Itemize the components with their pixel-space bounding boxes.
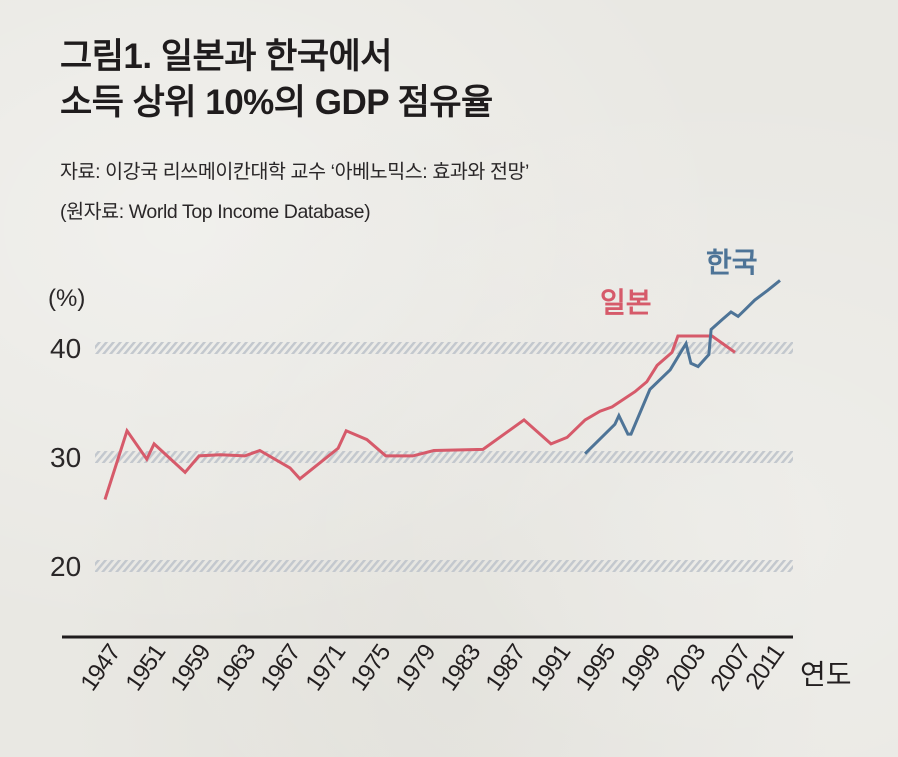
x-tick-label: 1971 (300, 639, 351, 695)
grid-bands (95, 342, 793, 572)
x-tick-label: 1983 (435, 639, 486, 695)
y-tick-label: 30 (50, 442, 81, 473)
x-tick-label: 2003 (660, 639, 711, 695)
x-tick-label: 1951 (120, 639, 171, 695)
grid-band-30 (95, 451, 793, 463)
source-note: 자료: 이강국 리쓰메이칸대학 교수 ‘아베노믹스: 효과와 전망’ (원자료:… (60, 152, 529, 232)
x-tick-label: 1967 (255, 639, 306, 695)
series-labels: 일본 한국 (600, 247, 758, 318)
y-tick-label: 40 (50, 333, 81, 364)
series-label-korea: 한국 (706, 247, 758, 278)
chart-title-line2: 소득 상위 10%의 GDP 점유율 (60, 83, 493, 122)
x-tick-label: 1987 (480, 639, 531, 695)
series-line-japan (103, 334, 736, 500)
x-tick-label: 1959 (165, 639, 216, 695)
x-tick-label: 1975 (345, 639, 396, 695)
x-tick-label: 1995 (570, 639, 621, 695)
x-tick-label: 1979 (390, 639, 441, 695)
grid-band-40 (95, 342, 793, 354)
x-tick-label: 1963 (210, 639, 261, 695)
y-axis-unit-label: (%) (48, 285, 86, 312)
grid-band-20 (95, 560, 793, 572)
x-axis-unit-label: 연도 (800, 659, 852, 690)
x-tick-label: 1991 (525, 639, 576, 695)
series-label-japan: 일본 (600, 287, 652, 318)
series-lines (103, 279, 781, 500)
x-tick-label: 1947 (75, 639, 126, 695)
chart-title: 그림1. 일본과 한국에서 소득 상위 10%의 GDP 점유율 (60, 34, 493, 126)
x-tick-label: 1999 (615, 639, 666, 695)
x-tick-label: 2011 (740, 639, 790, 694)
x-axis-ticks: 1947195119591963196719711975197919831987… (75, 639, 790, 695)
y-axis-ticks: 20 30 40 (50, 333, 81, 582)
chart-title-line1: 그림1. 일본과 한국에서 (60, 37, 392, 76)
source-line1: 자료: 이강국 리쓰메이칸대학 교수 ‘아베노믹스: 효과와 전망’ (60, 161, 529, 183)
y-tick-label: 20 (50, 551, 81, 582)
source-line2: (원자료: World Top Income Database) (60, 201, 371, 223)
